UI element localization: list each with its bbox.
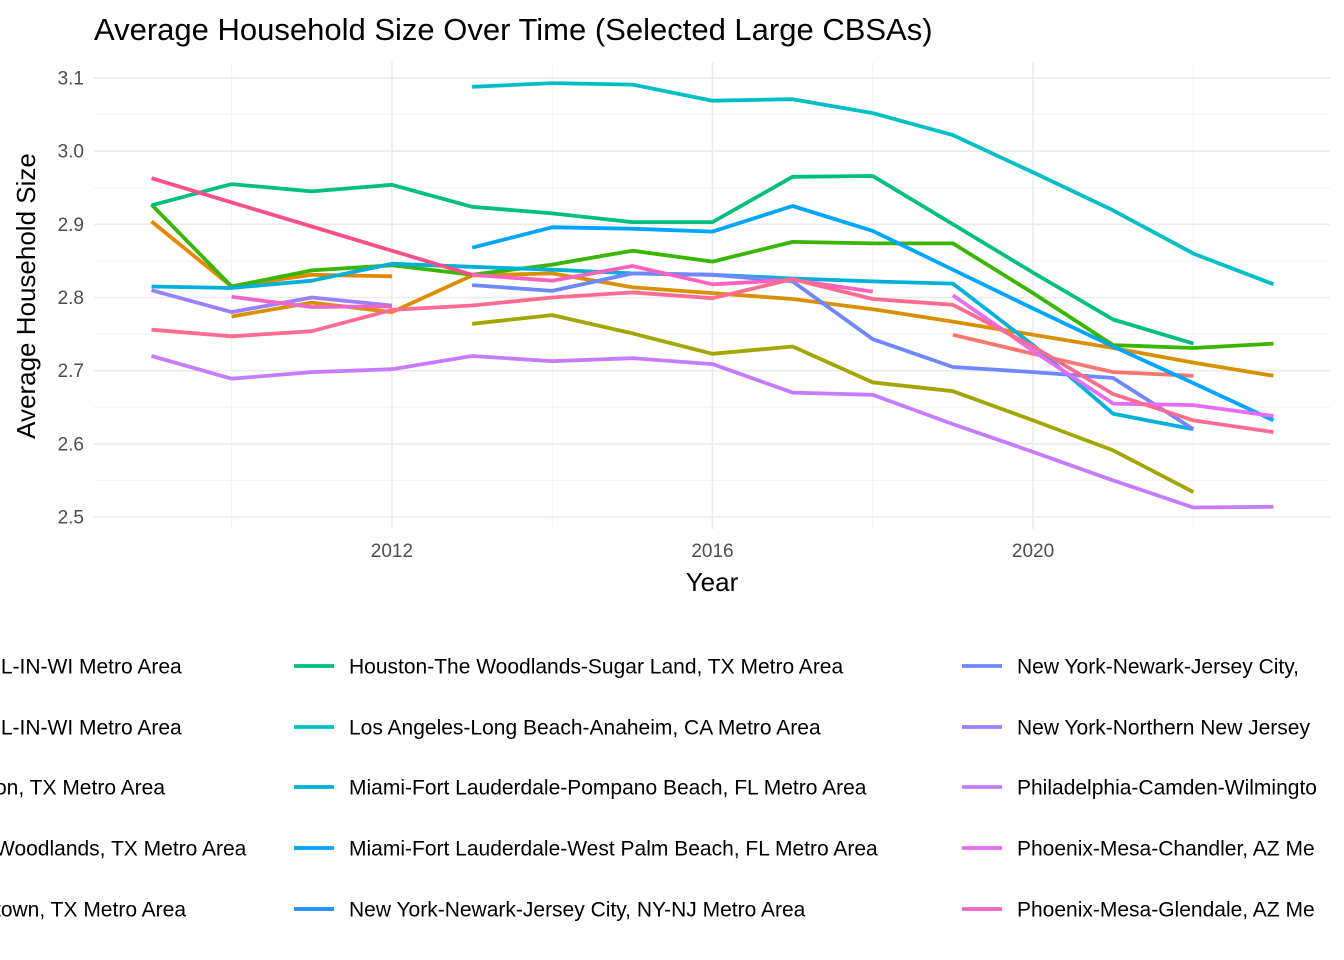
series-line-6: [151, 174, 1194, 346]
tick-labels: 2.5 2.6 2.7 2.8 2.9 3.0 3.1 2012 2016 2020: [58, 69, 1055, 563]
legend-entry: Philadelphia-Camden-Wilmingto: [1017, 777, 1317, 800]
series-line-18: [150, 176, 473, 277]
y-tick-label: 2.9: [58, 215, 84, 236]
series-line-2: [150, 219, 392, 289]
x-tick-label: 2016: [691, 541, 733, 562]
legend-entry: Miami-Fort Lauderdale-Pompano Beach, FL …: [349, 777, 867, 800]
series-line-15: [231, 294, 392, 309]
x-tick-label: 2012: [371, 541, 413, 562]
y-axis-title: Average Household Size: [11, 153, 41, 439]
legend-entry: on, TX Metro Area: [0, 777, 165, 800]
series-line-5: [150, 203, 1274, 350]
series-line-9: [471, 204, 1275, 423]
series-line-1: [952, 332, 1194, 378]
series-line-4: [471, 313, 1195, 494]
series-line-7: [472, 81, 1275, 287]
legend-entry: Phoenix-Mesa-Chandler, AZ Me: [1017, 838, 1315, 861]
legend-entry: IL-IN-WI Metro Area: [0, 656, 182, 679]
legend-entry: Los Angeles-Long Beach-Anaheim, CA Metro…: [349, 717, 821, 740]
legend-entry: Miami-Fort Lauderdale-West Palm Beach, F…: [349, 838, 878, 861]
y-tick-label: 2.7: [58, 361, 84, 382]
series-line-13: [150, 354, 1274, 510]
legend-entry: Phoenix-Mesa-Glendale, AZ Me: [1017, 899, 1315, 922]
y-tick-label: 3.0: [58, 142, 84, 163]
legend-entry: town, TX Metro Area: [0, 899, 186, 922]
grid: [94, 62, 1330, 529]
legend-entry: New York-Northern New Jersey: [1017, 717, 1310, 740]
x-axis-title: Year: [686, 567, 739, 597]
series-line-12: [150, 288, 393, 315]
legend-entry: Woodlands, TX Metro Area: [0, 838, 247, 861]
series-line-3: [231, 271, 1274, 378]
series-line-17: [151, 277, 1274, 434]
legend-entry: IL-IN-WI Metro Area: [0, 717, 182, 740]
legend: IL-IN-WI Metro Area IL-IN-WI Metro Area on…: [0, 656, 1317, 922]
y-tick-label: 2.5: [58, 508, 84, 529]
y-tick-label: 2.8: [58, 288, 84, 309]
legend-entry: New York-Newark-Jersey City,: [1017, 656, 1299, 679]
series-lines: [150, 81, 1275, 510]
y-tick-label: 2.6: [58, 434, 84, 455]
x-tick-label: 2020: [1012, 541, 1054, 562]
legend-entry: New York-Newark-Jersey City, NY-NJ Metro…: [349, 899, 806, 922]
y-tick-label: 3.1: [58, 69, 84, 90]
chart-title: Average Household Size Over Time (Select…: [94, 12, 933, 47]
legend-entry: Houston-The Woodlands-Sugar Land, TX Met…: [349, 656, 843, 679]
